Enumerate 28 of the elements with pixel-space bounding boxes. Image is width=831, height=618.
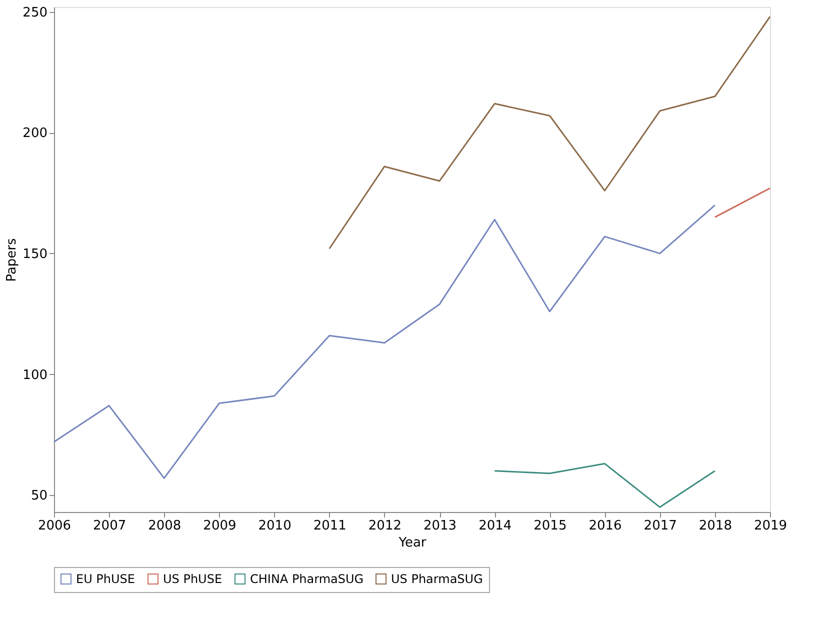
x-tick-label: 2018 <box>698 518 732 534</box>
legend-label: EU PhUSE <box>76 572 136 586</box>
line-series <box>328 16 771 250</box>
x-tick-label: 2012 <box>368 518 402 534</box>
y-tick-label: 100 <box>22 368 48 383</box>
y-tick-label: 50 <box>30 488 48 504</box>
x-tick-label: 2007 <box>93 518 126 534</box>
legend-label: CHINA PharmaSUG <box>250 572 364 586</box>
y-tick-label: 250 <box>22 5 48 20</box>
x-axis-title: Year <box>398 536 427 550</box>
y-tick-label: 150 <box>22 246 48 262</box>
x-tick-label: 2016 <box>588 518 622 534</box>
x-tick-label: 2014 <box>478 518 512 534</box>
x-tick-label: 2006 <box>38 518 72 534</box>
line-series <box>53 204 716 479</box>
x-tick-label: 2015 <box>534 518 567 534</box>
y-tick-label: 200 <box>22 126 48 142</box>
x-tick-label: 2008 <box>148 518 182 534</box>
x-tick-label: 2011 <box>313 518 346 534</box>
x-tick-label: 2010 <box>258 518 292 534</box>
x-tick-label: 2019 <box>754 518 788 534</box>
x-tick-label: 2017 <box>644 518 677 534</box>
legend-label: US PhUSE <box>163 572 222 586</box>
x-tick-label: 2009 <box>203 518 236 534</box>
line-series <box>494 462 716 508</box>
legend-label: US PharmaSUG <box>391 572 483 586</box>
x-tick-label: 2013 <box>423 518 457 534</box>
y-axis-title: Papers <box>4 238 20 282</box>
